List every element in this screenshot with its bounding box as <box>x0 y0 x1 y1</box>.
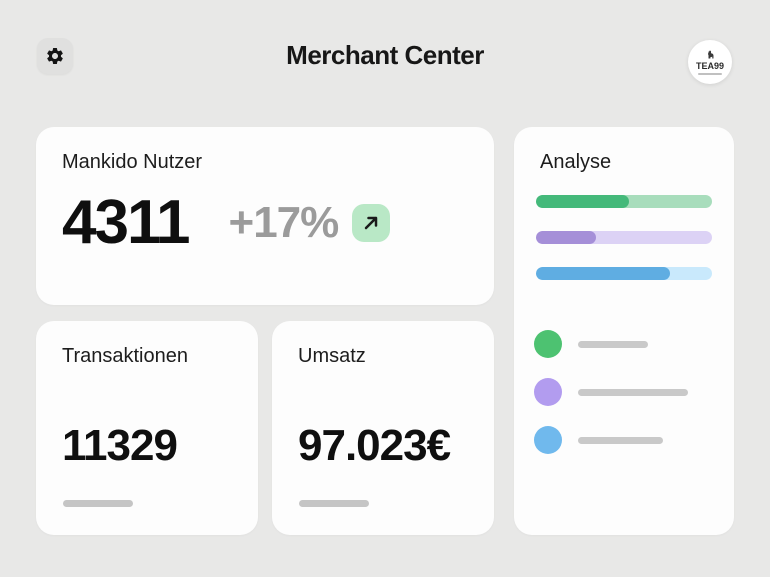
progress-bar-blue <box>536 267 712 280</box>
llama-icon <box>704 49 717 62</box>
progress-bar-purple <box>536 231 712 244</box>
gear-icon <box>45 46 65 66</box>
card-transactions: Transaktionen 11329 <box>36 321 258 535</box>
users-value-row: 4311 +17% <box>62 188 391 257</box>
legend-label-placeholder <box>578 340 648 348</box>
legend-dot-green <box>534 330 562 358</box>
analysis-card-label: Analyse <box>540 151 612 173</box>
users-delta-percent: +17% <box>228 198 340 248</box>
users-count-value: 4311 <box>62 188 191 257</box>
page-title: Merchant Center <box>286 40 484 70</box>
legend-dot-purple <box>534 378 562 406</box>
legend-dot-blue <box>534 426 562 454</box>
legend-label-placeholder <box>578 388 688 396</box>
trend-badge <box>352 204 391 243</box>
legend-label-placeholder <box>578 436 663 444</box>
revenue-placeholder-bar <box>299 500 369 507</box>
arrow-up-right-icon <box>361 213 381 233</box>
logo-tagline-placeholder <box>698 73 722 75</box>
revenue-card-label: Umsatz <box>298 345 366 367</box>
transactions-placeholder-bar <box>63 500 133 507</box>
progress-fill-blue <box>536 267 670 280</box>
revenue-amount-value: 97.023€ <box>298 421 451 470</box>
analysis-legend <box>534 330 712 474</box>
settings-button[interactable] <box>37 38 73 74</box>
legend-item-green <box>534 330 712 358</box>
users-card-label: Mankido Nutzer <box>62 151 203 173</box>
logo-text: TEA99 <box>695 61 724 71</box>
card-mankido-users: Mankido Nutzer 4311 +17% <box>36 127 494 305</box>
legend-item-blue <box>534 426 712 454</box>
progress-bar-green <box>536 195 712 208</box>
progress-fill-green <box>536 195 630 208</box>
legend-item-purple <box>534 378 712 406</box>
progress-fill-purple <box>536 231 596 244</box>
brand-logo[interactable]: TEA99 <box>688 40 732 84</box>
transactions-card-label: Transaktionen <box>62 345 188 367</box>
transactions-count-value: 11329 <box>62 421 178 470</box>
analysis-progress-bars <box>536 195 712 303</box>
card-analysis: Analyse <box>514 127 734 535</box>
card-revenue: Umsatz 97.023€ <box>272 321 494 535</box>
